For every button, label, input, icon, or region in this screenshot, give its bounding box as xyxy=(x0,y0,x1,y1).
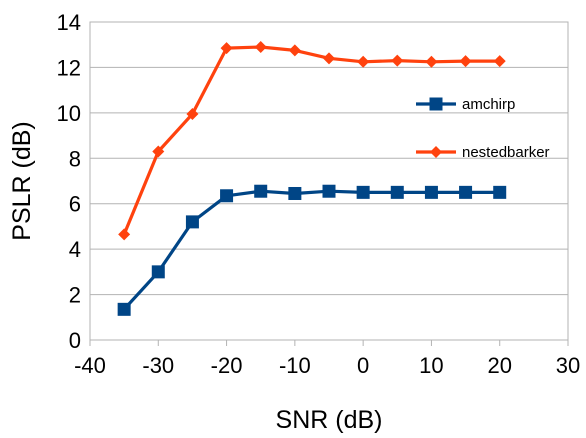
data-point xyxy=(357,55,370,68)
plot-frame xyxy=(89,21,569,341)
data-point xyxy=(288,44,301,57)
x-tick-label: 30 xyxy=(556,353,580,378)
y-tick-label: 4 xyxy=(69,237,81,262)
data-point xyxy=(493,185,507,199)
series-amchirp xyxy=(117,184,507,316)
x-axis-title: SNR (dB) xyxy=(276,406,383,434)
x-tick-label: 20 xyxy=(487,353,511,378)
series-layer xyxy=(117,40,507,316)
legend-label: nestedbarker xyxy=(462,144,550,161)
grid-lines xyxy=(89,21,569,346)
legend-marker xyxy=(430,146,442,158)
legend-item-nestedbarker: nestedbarker xyxy=(416,144,550,161)
x-tick-label: -20 xyxy=(211,353,243,378)
data-point xyxy=(288,186,302,200)
data-point xyxy=(254,184,268,198)
y-tick-label: 14 xyxy=(57,10,81,35)
x-tick-label: -10 xyxy=(279,353,311,378)
data-point xyxy=(220,189,234,203)
legend-label: amchirp xyxy=(462,96,515,113)
data-point xyxy=(425,55,438,68)
x-tick-label: 10 xyxy=(419,353,443,378)
y-tick-label: 12 xyxy=(57,55,81,80)
data-point xyxy=(186,107,199,120)
y-tick-label: 2 xyxy=(69,283,81,308)
data-point xyxy=(152,145,165,158)
data-point xyxy=(459,185,473,199)
data-point xyxy=(391,54,404,67)
data-point xyxy=(117,302,131,316)
y-tick-label: 0 xyxy=(69,328,81,353)
y-tick-label: 10 xyxy=(57,101,81,126)
data-point xyxy=(390,185,404,199)
series-nestedbarker xyxy=(118,40,506,241)
series-line xyxy=(122,45,500,236)
legend-marker xyxy=(429,97,443,111)
y-tick-labels: 0 2 4 6 8 10 12 14 xyxy=(57,10,81,353)
data-point xyxy=(322,184,336,198)
y-tick-label: 8 xyxy=(69,146,81,171)
y-tick-label: 6 xyxy=(69,192,81,217)
data-point xyxy=(254,40,267,53)
data-point xyxy=(118,228,131,241)
data-point xyxy=(151,265,165,279)
x-tick-labels: -40 -30 -20 -10 0 10 20 30 xyxy=(74,353,580,378)
data-point xyxy=(459,55,472,68)
x-tick-label: -40 xyxy=(74,353,106,378)
x-tick-label: -30 xyxy=(142,353,174,378)
series-line xyxy=(122,189,500,311)
data-point xyxy=(356,185,370,199)
data-point xyxy=(493,55,506,68)
data-point xyxy=(185,215,199,229)
legend-item-amchirp: amchirp xyxy=(416,96,515,113)
y-axis-title: PSLR (dB) xyxy=(8,121,36,240)
data-point xyxy=(323,52,335,65)
data-point xyxy=(220,42,233,55)
data-point xyxy=(424,185,438,199)
x-tick-label: 0 xyxy=(357,353,369,378)
legend: amchirp nestedbarker xyxy=(416,96,550,161)
